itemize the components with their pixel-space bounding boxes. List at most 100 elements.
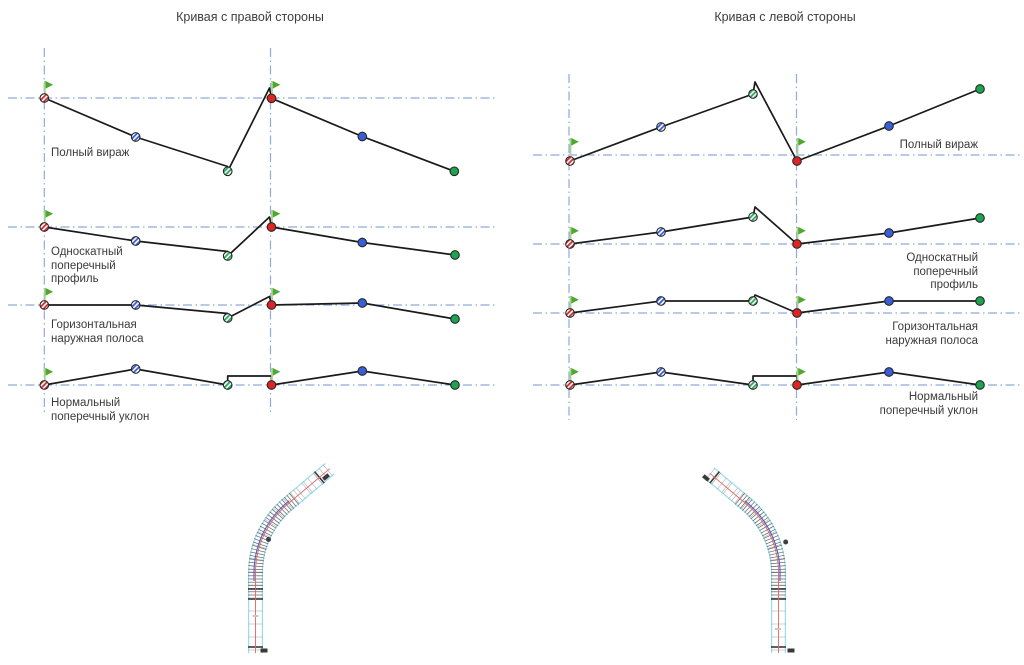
- point-blue: [884, 296, 894, 306]
- profile-polyline: [43, 87, 456, 173]
- road-surface: [705, 468, 785, 653]
- point-green: [449, 166, 460, 177]
- flag-pennant: [45, 210, 54, 218]
- point-green: [450, 380, 460, 390]
- label-horizontal-outer-lane-right: Горизонтальная наружная полоса: [885, 321, 978, 347]
- label-horizontal-outer-lane-left: Горизонтальная наружная полоса: [51, 319, 144, 345]
- point-hatched-red: [565, 156, 575, 166]
- flag-pennant: [571, 138, 579, 146]
- label-single-slope-profile-left: Односкатный поперечный профиль: [51, 246, 123, 285]
- point-hatched-red: [565, 239, 575, 249]
- road-point-marker: [783, 539, 789, 545]
- right-panel-title: Кривая с левой стороны: [714, 10, 856, 24]
- profile-polyline: [43, 295, 456, 320]
- point-blue: [357, 237, 368, 248]
- flag-pennant: [798, 296, 806, 304]
- left-panel-title: Кривая с правой стороны: [176, 10, 324, 24]
- point-hatched-blue: [130, 236, 141, 246]
- point-hatched-red: [565, 380, 575, 390]
- point-blue: [884, 367, 894, 377]
- label-normal-cross-slope-right: Нормальный поперечный уклон: [879, 391, 978, 417]
- point-green: [975, 84, 985, 94]
- road-surface: [249, 463, 334, 653]
- point-hatched-blue: [130, 364, 141, 374]
- profile-polyline: [569, 294, 981, 314]
- point-blue: [357, 366, 368, 376]
- point-red: [266, 222, 277, 232]
- point-hatched-blue: [130, 132, 141, 142]
- label-full-superelevation-left: Полный вираж: [51, 147, 130, 159]
- point-hatched-red: [39, 222, 50, 232]
- point-hatched-green: [222, 166, 233, 177]
- flag-pennant: [798, 138, 806, 146]
- point-green: [450, 314, 460, 324]
- flag-pennant: [571, 227, 579, 235]
- point-hatched-green: [748, 380, 758, 390]
- road-station-marker: [702, 474, 710, 482]
- flag-pennant: [45, 368, 54, 376]
- road-point-marker: [266, 537, 271, 542]
- point-blue: [884, 121, 894, 131]
- road-station-marker: [260, 648, 268, 653]
- label-single-slope-profile-right: Односкатный поперечный профиль: [906, 252, 978, 291]
- road-centerline: [709, 472, 779, 653]
- flag-icon: [796, 138, 806, 154]
- label-full-superelevation-right: Полный вираж: [899, 139, 978, 151]
- point-hatched-blue: [656, 296, 666, 306]
- profile-polyline: [43, 216, 456, 257]
- point-hatched-red: [39, 300, 50, 310]
- flag-pennant: [45, 81, 54, 89]
- point-hatched-blue: [656, 227, 666, 237]
- point-hatched-green: [222, 380, 233, 390]
- point-green: [450, 250, 460, 260]
- flag-pennant: [272, 81, 281, 89]
- point-hatched-red: [565, 308, 575, 318]
- point-blue: [357, 298, 368, 308]
- point-red: [266, 93, 277, 104]
- flag-icon: [569, 138, 579, 154]
- point-red: [266, 380, 277, 390]
- point-hatched-green: [222, 313, 233, 323]
- point-green: [975, 296, 985, 306]
- point-green: [975, 380, 985, 390]
- point-red: [792, 156, 802, 166]
- point-red: [266, 300, 277, 310]
- point-hatched-blue: [656, 122, 666, 132]
- flag-pennant: [272, 288, 281, 296]
- point-hatched-blue: [130, 300, 141, 310]
- point-red: [792, 308, 802, 318]
- point-hatched-blue: [656, 367, 666, 377]
- road-station-marker: [787, 648, 795, 653]
- road-faint-label: [775, 628, 781, 630]
- point-hatched-green: [748, 212, 758, 222]
- point-blue: [357, 131, 368, 142]
- point-hatched-green: [748, 89, 758, 99]
- road-station-marker: [322, 473, 330, 481]
- flag-pennant: [272, 210, 281, 218]
- flag-pennant: [571, 296, 579, 304]
- point-red: [792, 380, 802, 390]
- point-hatched-green: [748, 296, 758, 306]
- label-normal-cross-slope-left: Нормальный поперечный уклон: [51, 397, 150, 423]
- plan-view-right: [702, 467, 795, 653]
- right-curve-panel: [8, 48, 495, 415]
- road-blue-line: [744, 500, 781, 581]
- point-green: [975, 213, 985, 223]
- plan-view-left: [247, 462, 335, 653]
- point-hatched-red: [39, 93, 50, 103]
- road-faint-label: [252, 615, 259, 617]
- left-curve-panel: [533, 74, 1022, 420]
- road-blue-line: [253, 500, 290, 581]
- flag-pennant: [798, 227, 806, 235]
- flag-pennant: [45, 288, 54, 296]
- point-red: [792, 239, 802, 249]
- profile-polyline: [569, 206, 981, 245]
- road-centerline: [255, 468, 330, 653]
- point-hatched-red: [39, 380, 50, 390]
- profile-polyline: [569, 371, 981, 386]
- flag-pennant: [798, 368, 806, 376]
- point-hatched-green: [222, 251, 233, 261]
- point-blue: [884, 228, 894, 238]
